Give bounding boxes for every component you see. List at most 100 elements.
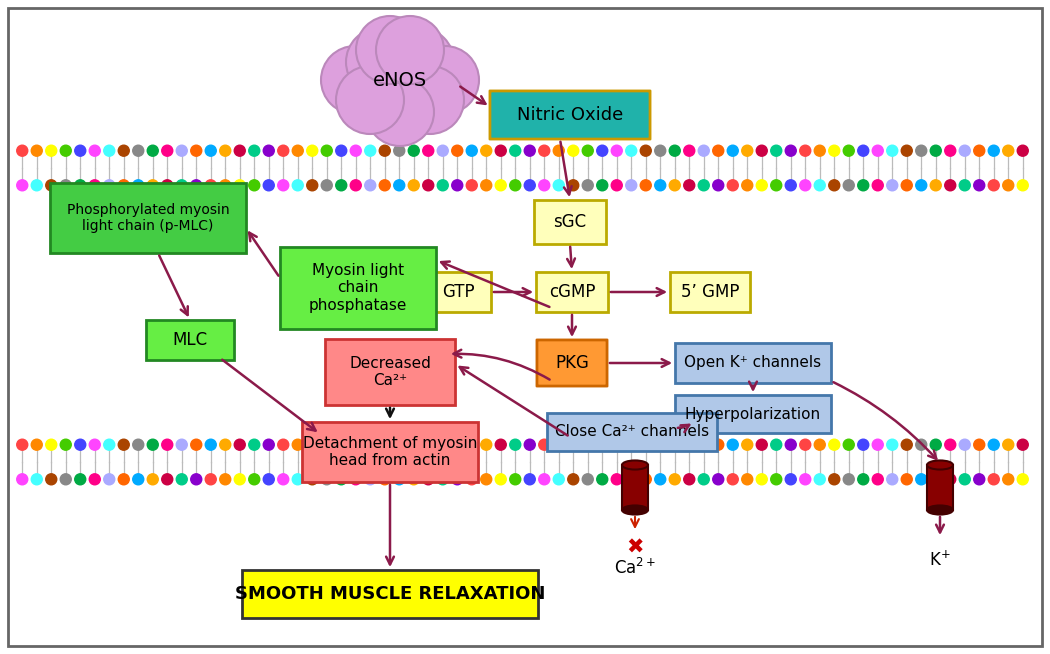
Circle shape xyxy=(321,439,332,450)
Circle shape xyxy=(104,145,114,156)
FancyBboxPatch shape xyxy=(146,320,234,360)
Circle shape xyxy=(307,180,318,191)
Circle shape xyxy=(843,180,855,191)
Circle shape xyxy=(698,180,709,191)
Circle shape xyxy=(278,473,289,485)
Circle shape xyxy=(379,473,391,485)
Circle shape xyxy=(147,180,159,191)
Circle shape xyxy=(611,145,623,156)
Circle shape xyxy=(278,439,289,450)
Circle shape xyxy=(234,439,246,450)
Circle shape xyxy=(756,145,768,156)
Circle shape xyxy=(509,439,521,450)
Circle shape xyxy=(452,473,463,485)
Circle shape xyxy=(32,439,42,450)
Circle shape xyxy=(669,473,680,485)
Circle shape xyxy=(452,180,463,191)
Text: Phosphorylated myosin
light chain (p-MLC): Phosphorylated myosin light chain (p-MLC… xyxy=(67,203,229,233)
Circle shape xyxy=(596,145,608,156)
Circle shape xyxy=(916,145,927,156)
Circle shape xyxy=(364,439,376,450)
Circle shape xyxy=(89,473,100,485)
Circle shape xyxy=(408,145,419,156)
Circle shape xyxy=(408,473,419,485)
Circle shape xyxy=(553,473,564,485)
Circle shape xyxy=(583,439,593,450)
Circle shape xyxy=(509,145,521,156)
Circle shape xyxy=(176,439,187,450)
Circle shape xyxy=(669,145,680,156)
Circle shape xyxy=(756,439,768,450)
Circle shape xyxy=(568,439,579,450)
Circle shape xyxy=(873,145,883,156)
Circle shape xyxy=(394,473,404,485)
Circle shape xyxy=(684,145,695,156)
Circle shape xyxy=(364,180,376,191)
Circle shape xyxy=(75,145,86,156)
Circle shape xyxy=(1003,439,1013,450)
Text: Detachment of myosin
head from actin: Detachment of myosin head from actin xyxy=(302,436,477,468)
Circle shape xyxy=(249,439,259,450)
Circle shape xyxy=(46,180,57,191)
Text: Myosin light
chain
phosphatase: Myosin light chain phosphatase xyxy=(309,263,407,313)
FancyBboxPatch shape xyxy=(534,200,606,244)
Circle shape xyxy=(336,145,346,156)
Circle shape xyxy=(104,180,114,191)
Circle shape xyxy=(539,180,550,191)
Circle shape xyxy=(162,145,173,156)
Circle shape xyxy=(336,439,346,450)
Circle shape xyxy=(828,439,840,450)
Circle shape xyxy=(496,439,506,450)
Circle shape xyxy=(46,473,57,485)
Circle shape xyxy=(75,180,86,191)
Text: K$^{+}$: K$^{+}$ xyxy=(929,551,951,570)
Circle shape xyxy=(901,473,912,485)
Circle shape xyxy=(351,473,361,485)
Ellipse shape xyxy=(622,460,648,470)
Circle shape xyxy=(60,180,71,191)
Circle shape xyxy=(887,145,898,156)
Circle shape xyxy=(219,439,231,450)
Circle shape xyxy=(828,473,840,485)
FancyBboxPatch shape xyxy=(622,465,648,510)
Circle shape xyxy=(713,473,723,485)
Circle shape xyxy=(553,180,564,191)
Circle shape xyxy=(887,439,898,450)
Circle shape xyxy=(785,439,796,450)
Text: Close Ca²⁺ channels: Close Ca²⁺ channels xyxy=(555,424,709,439)
Circle shape xyxy=(278,145,289,156)
Circle shape xyxy=(901,145,912,156)
Circle shape xyxy=(1017,145,1028,156)
Circle shape xyxy=(698,439,709,450)
Circle shape xyxy=(104,439,114,450)
Circle shape xyxy=(828,145,840,156)
Circle shape xyxy=(887,473,898,485)
Circle shape xyxy=(640,180,651,191)
FancyBboxPatch shape xyxy=(243,570,538,618)
Circle shape xyxy=(640,473,651,485)
Circle shape xyxy=(205,439,216,450)
Circle shape xyxy=(800,145,811,156)
Circle shape xyxy=(1017,439,1028,450)
FancyBboxPatch shape xyxy=(675,343,831,383)
Circle shape xyxy=(89,439,100,450)
Circle shape xyxy=(264,439,274,450)
Text: MLC: MLC xyxy=(172,331,208,349)
Circle shape xyxy=(60,145,71,156)
Circle shape xyxy=(264,180,274,191)
Circle shape xyxy=(655,180,666,191)
Circle shape xyxy=(960,145,970,156)
Circle shape xyxy=(960,439,970,450)
Circle shape xyxy=(539,439,550,450)
Circle shape xyxy=(356,16,424,84)
Circle shape xyxy=(1003,473,1013,485)
Circle shape xyxy=(858,473,868,485)
Text: PKG: PKG xyxy=(555,354,589,372)
Circle shape xyxy=(132,180,144,191)
Circle shape xyxy=(249,473,259,485)
Circle shape xyxy=(916,180,927,191)
Circle shape xyxy=(843,473,855,485)
Circle shape xyxy=(336,180,346,191)
Circle shape xyxy=(741,180,753,191)
FancyBboxPatch shape xyxy=(536,272,608,312)
